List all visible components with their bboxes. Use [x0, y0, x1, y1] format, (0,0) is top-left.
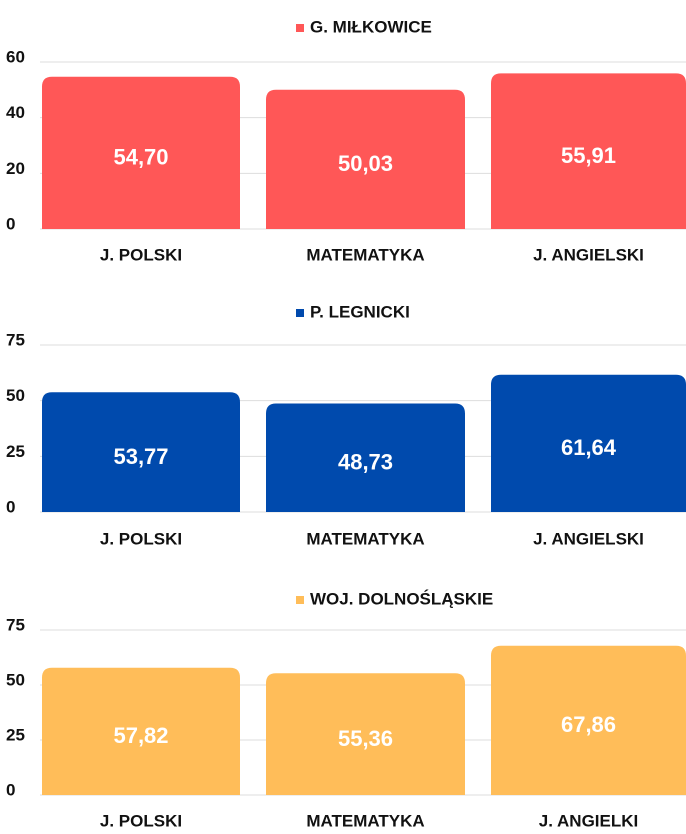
- x-tick-label: J. POLSKI: [100, 811, 182, 830]
- y-tick-label: 0: [6, 780, 15, 799]
- y-tick-label: 75: [6, 330, 25, 349]
- value-label: 54,70: [113, 145, 168, 170]
- bar: [491, 374, 686, 512]
- y-tick-label: 60: [6, 47, 25, 66]
- x-tick-label: MATEMATYKA: [306, 811, 424, 830]
- bar: [266, 89, 465, 229]
- x-tick-label: MATEMATYKA: [306, 529, 424, 548]
- y-tick-label: 25: [6, 442, 25, 461]
- legend-swatch: [296, 596, 304, 604]
- value-label: 48,73: [338, 450, 393, 475]
- y-tick-label: 75: [6, 615, 25, 634]
- legend-label: WOJ. DOLNOŚLĄSKIE: [310, 589, 493, 608]
- x-tick-label: J. ANGIELSKI: [533, 529, 644, 548]
- y-tick-label: 0: [6, 497, 15, 516]
- bar: [42, 667, 240, 795]
- bar: [491, 645, 686, 795]
- value-label: 55,91: [561, 143, 616, 168]
- legend-swatch: [296, 309, 304, 317]
- bar: [491, 73, 686, 229]
- y-tick-label: 0: [6, 214, 15, 233]
- y-tick-label: 50: [6, 386, 25, 405]
- bar: [266, 403, 465, 512]
- bar: [266, 673, 465, 795]
- x-tick-label: J. POLSKI: [100, 529, 182, 548]
- bar: [42, 392, 240, 512]
- y-tick-label: 20: [6, 159, 25, 178]
- value-label: 57,82: [113, 723, 168, 748]
- y-tick-label: 25: [6, 725, 25, 744]
- value-label: 55,36: [338, 726, 393, 751]
- value-label: 67,86: [561, 712, 616, 737]
- legend-label: G. MIŁKOWICE: [310, 17, 432, 36]
- x-tick-label: J. POLSKI: [100, 245, 182, 264]
- legend-swatch: [296, 24, 304, 32]
- x-tick-label: J. ANGIELSKI: [533, 245, 644, 264]
- bar: [42, 76, 240, 229]
- value-label: 61,64: [561, 435, 617, 460]
- y-tick-label: 40: [6, 103, 25, 122]
- value-label: 50,03: [338, 151, 393, 176]
- legend-label: P. LEGNICKI: [310, 302, 410, 321]
- value-label: 53,77: [113, 444, 168, 469]
- x-tick-label: MATEMATYKA: [306, 245, 424, 264]
- y-tick-label: 50: [6, 670, 25, 689]
- x-tick-label: J. ANGIELKI: [539, 811, 639, 830]
